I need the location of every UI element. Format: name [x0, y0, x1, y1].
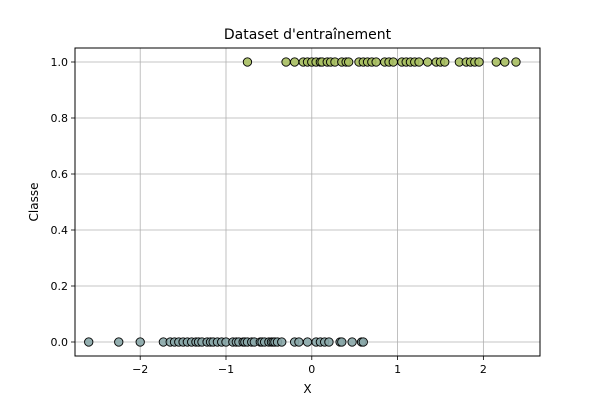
data-point	[500, 57, 510, 67]
y-tick-label: 0.8	[51, 112, 69, 125]
data-point	[242, 57, 253, 67]
data-point	[84, 337, 94, 347]
data-point	[491, 57, 501, 67]
data-point	[388, 57, 398, 67]
data-point	[511, 57, 521, 67]
chart-title: Dataset d'entraînement	[224, 27, 392, 43]
y-tick-label: 0.2	[51, 280, 69, 293]
data-point	[371, 57, 381, 67]
x-axis-label: X	[303, 382, 311, 396]
data-point	[344, 57, 354, 67]
data-point	[347, 337, 357, 347]
data-point	[422, 57, 433, 67]
y-tick-label: 0.6	[51, 168, 69, 181]
plot-frame	[74, 47, 541, 357]
x-axis-ticks: −2 −1 0 1 2	[132, 356, 487, 376]
data-point	[281, 57, 291, 67]
y-tick-label: 1.0	[51, 56, 69, 69]
data-point	[324, 337, 334, 347]
x-tick-label: −1	[218, 363, 234, 376]
data-point	[474, 57, 484, 67]
data-point	[440, 57, 450, 67]
data-points	[84, 57, 521, 347]
x-tick-label: −2	[132, 363, 148, 376]
data-point	[358, 337, 368, 347]
data-point	[277, 337, 287, 347]
data-point	[302, 337, 313, 347]
data-point	[289, 57, 300, 67]
y-tick-label: 0.0	[51, 336, 69, 349]
data-point	[414, 57, 424, 67]
data-point	[337, 337, 347, 347]
x-tick-label: 2	[480, 363, 487, 376]
data-point	[294, 337, 304, 347]
y-axis-ticks: 0.0 0.2 0.4 0.6 0.8 1.0	[51, 56, 75, 349]
x-tick-label: 1	[394, 363, 401, 376]
data-point	[114, 337, 124, 347]
data-point	[135, 337, 145, 347]
y-axis-label: Classe	[27, 183, 41, 222]
x-tick-label: 0	[308, 363, 315, 376]
y-tick-label: 0.4	[51, 224, 69, 237]
